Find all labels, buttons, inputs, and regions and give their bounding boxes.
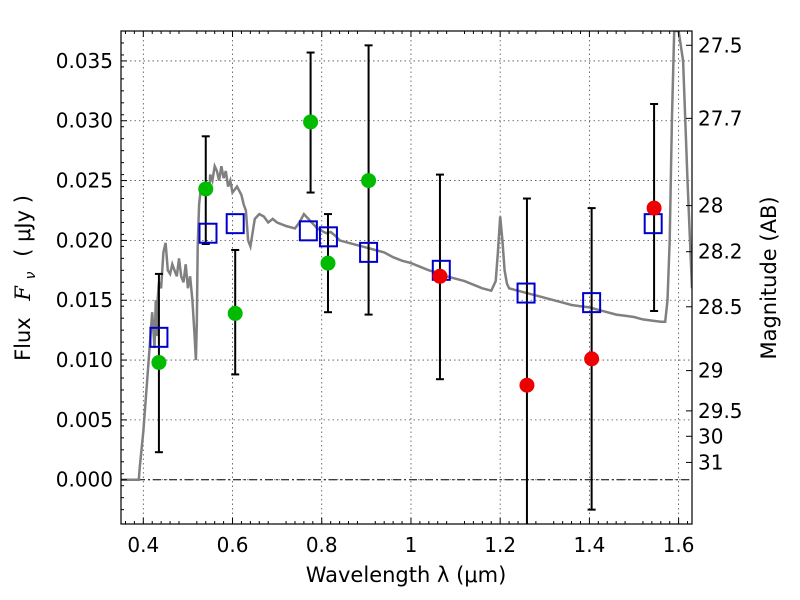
y-axis-ticks: 0.000 0.005 0.010 0.015 0.020 0.025 0.030 0.035 (56, 42, 127, 511)
model-photometry-box (198, 222, 218, 244)
right-axis-label: Magnitude (AB) (757, 196, 781, 359)
model-photometry-box (516, 282, 536, 304)
x-tick-label: 1.2 (484, 533, 516, 557)
mag-tick-label: 31 (698, 450, 723, 474)
model-photometry-box (582, 292, 602, 314)
model-photometry-box (225, 213, 245, 235)
low-sn-point (519, 377, 535, 393)
mag-tick-label: 29.5 (698, 399, 743, 423)
x-axis-label: Wavelength λ (μm) (306, 563, 507, 587)
model-photometry-box (298, 220, 318, 242)
low-sn-point (646, 200, 662, 216)
model-photometry-box (359, 241, 379, 263)
mag-tick-label: 28 (698, 194, 723, 218)
detection-point (320, 255, 336, 271)
y-axis-label-text: Flux (11, 317, 35, 361)
y-tick-label: 0.025 (56, 169, 113, 193)
detection-point (151, 354, 167, 370)
x-tick-label: 0.6 (217, 533, 249, 557)
svg-text:Flux F ν ( μ: Flux F ν ( μJy ) (11, 195, 40, 361)
y-tick-label: 0.030 (56, 109, 113, 133)
model-photometry-boxes (149, 213, 663, 348)
mag-tick-label: 28.5 (698, 295, 743, 319)
x-tick-label: 0.4 (127, 533, 159, 557)
plot-frame (120, 30, 693, 525)
mag-tick-label: 27.5 (698, 33, 743, 57)
y-axis-label: Flux F ν ( μJy ) (11, 195, 40, 361)
x-tick-label: 0.8 (306, 533, 338, 557)
y-tick-label: 0.035 (56, 49, 113, 73)
mag-tick-label: 28.2 (698, 240, 743, 264)
x-tick-label: 1 (405, 533, 418, 557)
y-axis-label-symbol: F (11, 285, 35, 302)
low-sn-point (432, 268, 448, 284)
model-sed-line (121, 31, 692, 481)
detection-point (227, 305, 243, 321)
y-tick-label: 0.005 (56, 408, 113, 432)
y-tick-label: 0.000 (56, 468, 113, 492)
x-tick-label: 1.4 (573, 533, 605, 557)
mag-tick-label: 29 (698, 359, 723, 383)
x-tick-label: 1.6 (663, 533, 695, 557)
model-spectrum (121, 31, 692, 481)
observed-points (151, 114, 662, 393)
detection-point (361, 173, 377, 189)
error-bars (154, 44, 659, 524)
y-tick-label: 0.015 (56, 288, 113, 312)
detection-point (198, 181, 214, 197)
detection-point (303, 114, 319, 130)
grid-lines (121, 31, 692, 524)
low-sn-point (584, 351, 600, 367)
x-axis-ticks: 0.4 0.6 0.8 1 1.2 1.4 1.6 (124, 31, 695, 557)
y-tick-label: 0.010 (56, 348, 113, 372)
model-photometry-box (149, 326, 169, 348)
y-tick-label: 0.020 (56, 228, 113, 252)
y-axis-label-subscript: ν (23, 271, 39, 279)
mag-tick-label: 27.7 (698, 106, 743, 130)
y-axis-label-units: ( μJy ) (11, 195, 35, 257)
model-photometry-box (318, 226, 338, 248)
mag-tick-label: 30 (698, 424, 723, 448)
